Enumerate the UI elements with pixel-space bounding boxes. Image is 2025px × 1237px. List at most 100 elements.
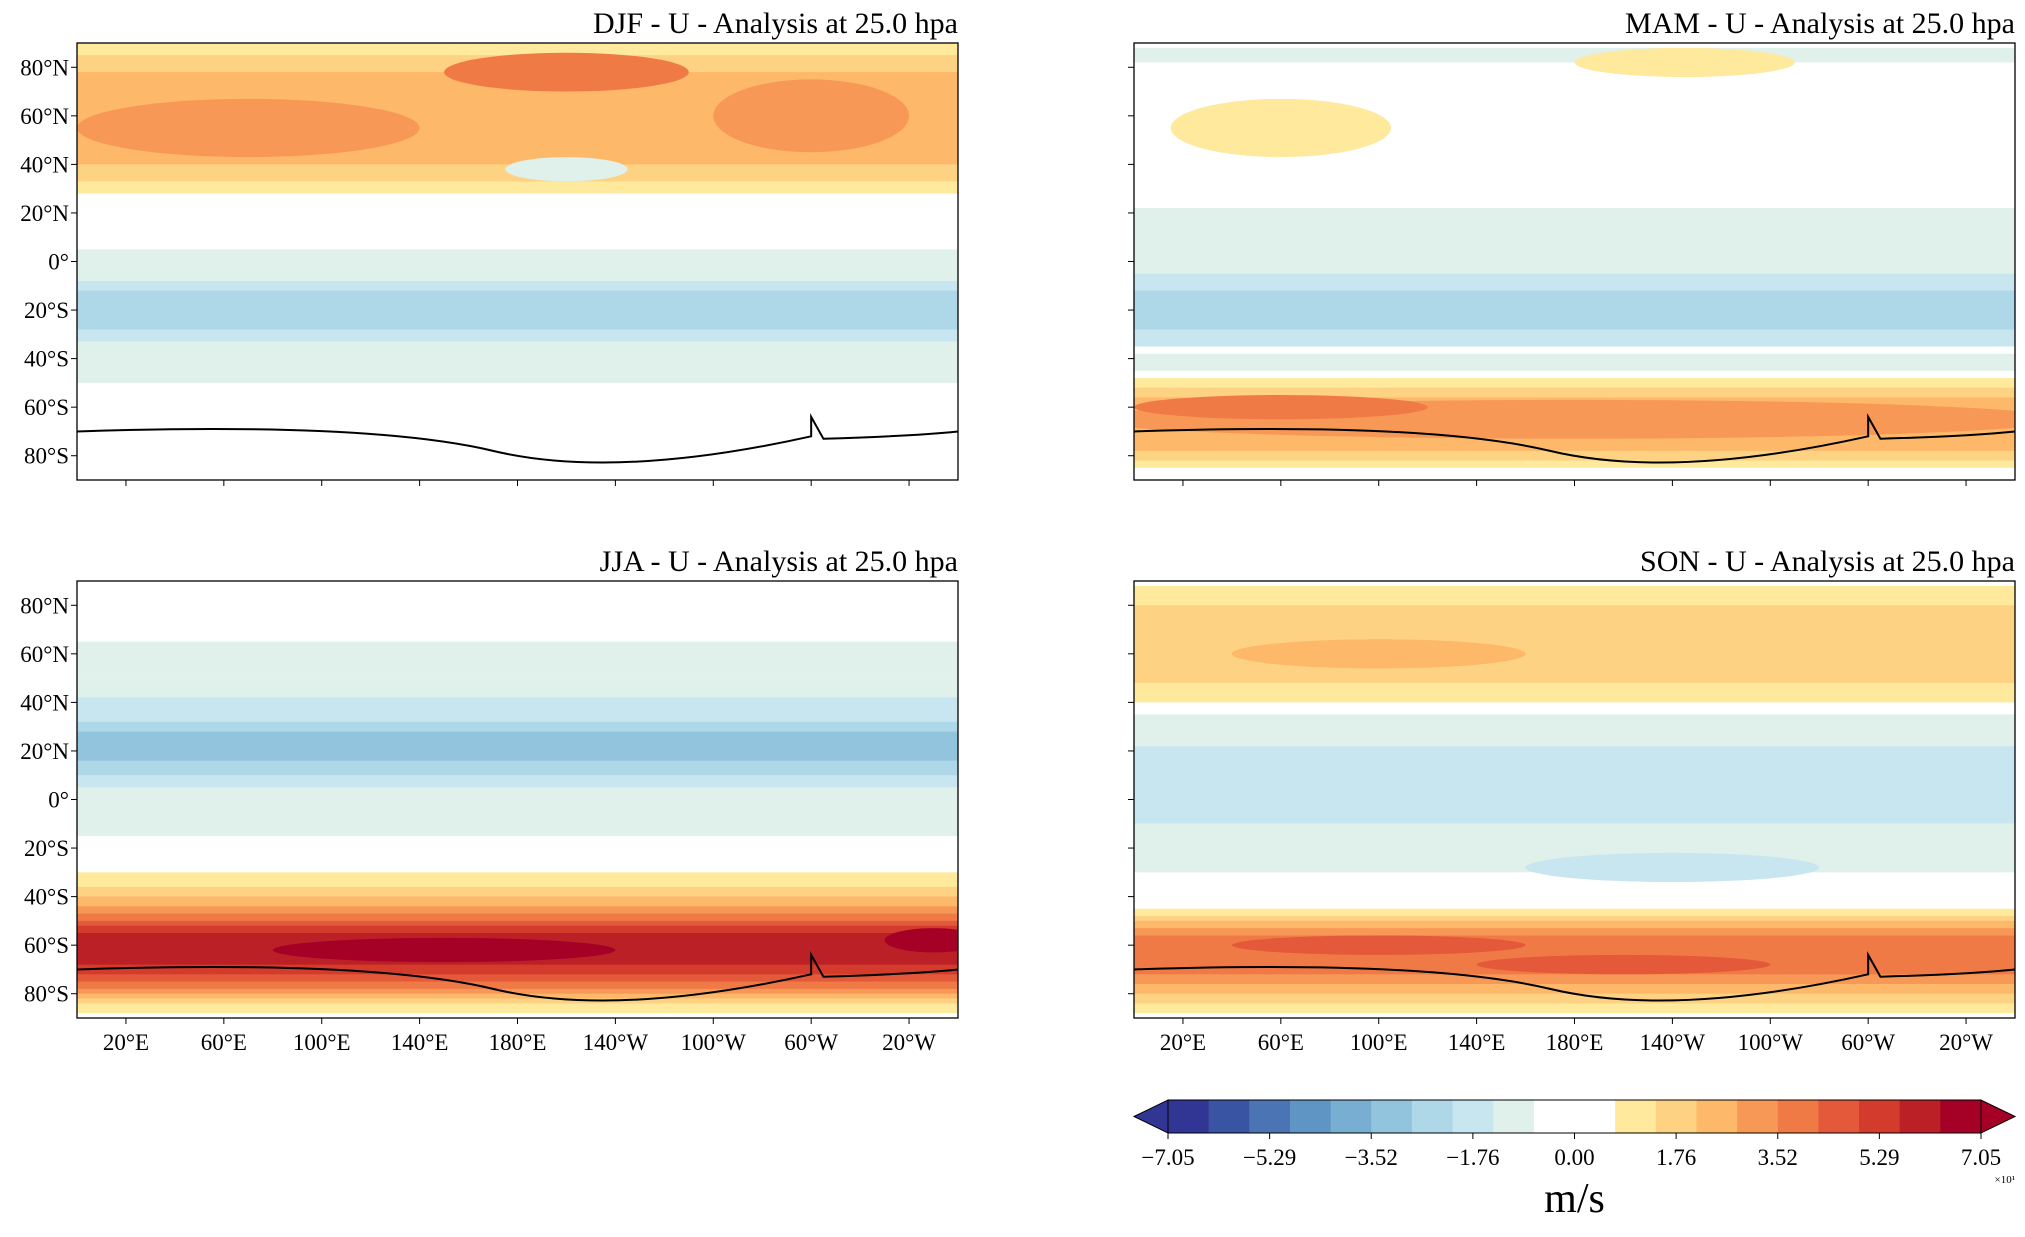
panel-title: MAM - U - Analysis at 25.0 hpa — [1625, 7, 2015, 40]
lon-tick-label: 180°E — [489, 1030, 547, 1055]
map-panel: SON - U - Analysis at 25.0 hpa 20°E 60°E 10… — [1128, 545, 2016, 1055]
colorbar-swatch — [1818, 1100, 1860, 1133]
colorbar-swatch — [1452, 1100, 1494, 1133]
lon-tick-label: 140°E — [1448, 1030, 1506, 1055]
colorbar-swatch — [1533, 1100, 1575, 1133]
lat-tick-label: 60°S — [24, 395, 69, 420]
colorbar-tick-label: 7.05 — [1961, 1145, 2001, 1170]
colorbar-tick-label: −5.29 — [1243, 1145, 1296, 1170]
lon-tick-label: 60°W — [784, 1030, 838, 1055]
lon-tick-label: 100°E — [293, 1030, 351, 1055]
colorbar-swatch — [1371, 1100, 1413, 1133]
colorbar-swatch — [1411, 1100, 1454, 1133]
colorbar-swatch — [1696, 1100, 1738, 1133]
colorbar-swatch — [1168, 1100, 1210, 1133]
lon-tick-label: 140°W — [583, 1030, 649, 1055]
contour-band — [1134, 290, 2015, 330]
lat-tick-label: 60°S — [24, 933, 69, 958]
colorbar-extend-low — [1132, 1099, 1169, 1134]
contour-band — [1134, 746, 2015, 824]
contour-core — [77, 98, 420, 158]
field — [77, 43, 958, 480]
colorbar-swatch — [1615, 1100, 1657, 1133]
colorbar-swatch — [1249, 1100, 1291, 1133]
coastline — [1134, 951, 2015, 1002]
lat-tick-label: 20°N — [20, 201, 69, 226]
lat-tick-label: 20°S — [24, 298, 69, 323]
panel-title: DJF - U - Analysis at 25.0 hpa — [593, 7, 958, 40]
lat-tick-label: 40°N — [20, 152, 69, 177]
contour-band — [77, 290, 958, 330]
contour-core — [1231, 935, 1526, 955]
map-panel: JJA - U - Analysis at 25.0 hpa 80°N 60°N 40… — [20, 545, 959, 1055]
contour-core — [713, 79, 910, 153]
coastline — [77, 951, 958, 1002]
contour-core — [1476, 954, 1771, 975]
colorbar-tick-label: 1.76 — [1656, 1145, 1696, 1170]
colorbar-label: m/s — [1544, 1176, 1605, 1222]
colorbar-swatch — [1737, 1100, 1779, 1133]
contour-band — [77, 212, 958, 250]
contour-band — [77, 787, 958, 836]
lon-tick-label: 180°E — [1546, 1030, 1604, 1055]
lat-tick-label: 0° — [48, 788, 69, 813]
contour-band — [77, 249, 958, 281]
colorbar: −7.05 −5.29 −3.52 −1.76 0.00 1.76 3.52 5.29 7.05… — [1132, 1099, 2017, 1222]
lon-tick-label: 20°E — [1160, 1030, 1206, 1055]
contour-core — [1231, 639, 1526, 669]
colorbar-swatch — [1208, 1100, 1250, 1133]
lat-tick-label: 80°S — [24, 444, 69, 469]
lon-tick-label: 20°W — [882, 1030, 936, 1055]
lon-tick-label: 60°E — [201, 1030, 247, 1055]
contour-band — [77, 341, 958, 383]
colorbar-swatch — [1493, 1100, 1535, 1133]
lon-tick-label: 60°E — [1258, 1030, 1304, 1055]
lat-tick-label: 80°N — [20, 55, 69, 80]
lat-tick-label: 60°N — [20, 642, 69, 667]
field — [1134, 43, 2015, 480]
contour-core — [1525, 852, 1820, 883]
colorbar-swatch — [1289, 1100, 1332, 1133]
contour-core — [272, 937, 616, 963]
lat-tick-label: 0° — [48, 250, 69, 275]
contour-band — [77, 641, 958, 674]
field — [77, 581, 958, 1018]
contour-core — [884, 928, 958, 953]
colorbar-tick-label: −3.52 — [1345, 1145, 1398, 1170]
contour-band — [1134, 242, 2015, 274]
contour-band — [1134, 47, 2015, 63]
contour-core — [1170, 98, 1391, 158]
contour-core — [505, 157, 628, 182]
panel-title: SON - U - Analysis at 25.0 hpa — [1640, 545, 2015, 578]
colorbar-swatch — [1330, 1100, 1372, 1133]
lon-tick-label: 140°E — [391, 1030, 449, 1055]
panel-title: JJA - U - Analysis at 25.0 hpa — [600, 545, 958, 578]
colorbar-swatch — [1655, 1100, 1697, 1133]
lon-tick-label: 20°E — [103, 1030, 149, 1055]
lon-tick-label: 100°W — [681, 1030, 747, 1055]
contour-band — [77, 731, 958, 761]
lon-tick-label: 140°W — [1640, 1030, 1706, 1055]
contour-core — [1134, 395, 1428, 420]
colorbar-swatch — [1899, 1100, 1941, 1133]
lat-tick-label: 80°S — [24, 982, 69, 1007]
colorbar-swatch — [1859, 1100, 1901, 1133]
colorbar-tick-label: −1.76 — [1446, 1145, 1499, 1170]
lat-tick-label: 20°S — [24, 836, 69, 861]
field — [1134, 581, 2015, 1018]
lat-tick-label: 40°N — [20, 690, 69, 715]
colorbar-swatch — [1940, 1100, 1982, 1133]
colorbar-tick-label: −7.05 — [1141, 1145, 1194, 1170]
map-panel: DJF - U - Analysis at 25.0 hpa 80°N 60°N 40… — [20, 7, 959, 486]
contour-band — [1134, 353, 2015, 371]
lat-tick-label: 20°N — [20, 739, 69, 764]
contour-band — [1134, 605, 2015, 683]
contour-core — [1574, 47, 1795, 77]
lon-tick-label: 100°W — [1738, 1030, 1804, 1055]
colorbar-tick-label: 3.52 — [1758, 1145, 1798, 1170]
contour-core — [444, 52, 689, 92]
colorbar-tick-label: 5.29 — [1859, 1145, 1899, 1170]
lat-tick-label: 40°S — [24, 347, 69, 372]
lon-tick-label: 60°W — [1841, 1030, 1895, 1055]
colorbar-swatch — [1777, 1100, 1819, 1133]
